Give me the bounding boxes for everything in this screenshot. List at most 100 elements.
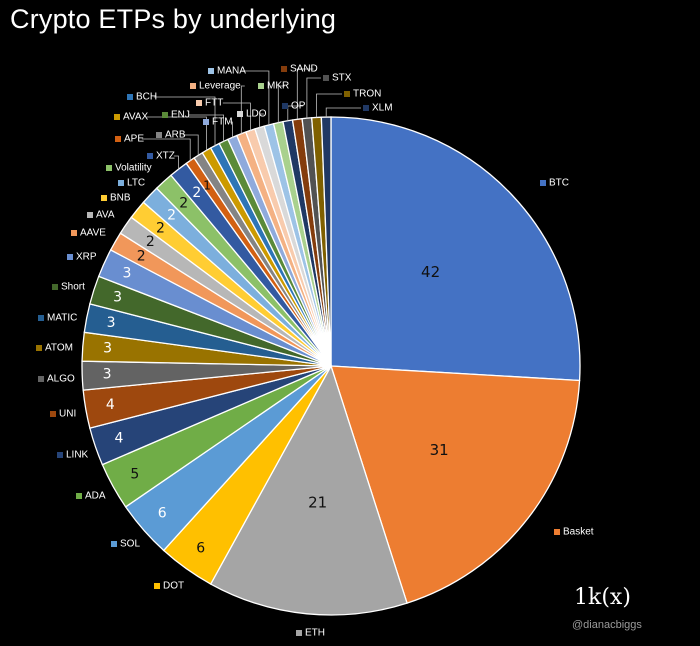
- legend-swatch-dot: [154, 583, 160, 589]
- leader-line-stx: [306, 77, 321, 119]
- author-handle: @dianacbiggs: [572, 619, 642, 631]
- pie-slice-xlm: [320, 116, 332, 367]
- category-label-ftt: FTT: [205, 98, 223, 109]
- category-label-volatility: Volatility: [115, 163, 152, 174]
- value-label-ada: 5: [130, 466, 139, 482]
- legend-swatch-volatility: [106, 165, 112, 171]
- value-label-ava: 2: [146, 234, 155, 250]
- legend-swatch-sol: [111, 541, 117, 547]
- leader-line-arb: [182, 134, 199, 156]
- legend-swatch-algo: [38, 376, 44, 382]
- legend-swatch-atom: [36, 345, 42, 351]
- value-label-xrp: 3: [123, 265, 132, 281]
- leader-line-tron: [316, 93, 342, 118]
- legend-swatch-uni: [50, 411, 56, 417]
- category-label-atom: ATOM: [45, 343, 73, 354]
- category-label-tron: TRON: [353, 89, 381, 100]
- legend-swatch-aave: [71, 230, 77, 236]
- leader-line-ftt: [222, 102, 251, 131]
- legend-swatch-ada: [76, 493, 82, 499]
- brand-logo: 1k(x): [574, 585, 631, 610]
- leader-line-ftm: [229, 121, 233, 138]
- category-label-ldo: LDO: [246, 109, 267, 120]
- value-label-xtz: 2: [192, 185, 201, 201]
- value-label-bnb: 2: [156, 220, 165, 236]
- chart-title: Crypto ETPs by underlying: [10, 4, 337, 34]
- category-label-short: Short: [61, 282, 85, 293]
- category-label-eth: ETH: [305, 628, 325, 639]
- category-label-mkr: MKR: [267, 81, 289, 92]
- pie-slice-basket: [330, 365, 581, 604]
- legend-swatch-xlm: [363, 105, 369, 111]
- value-label-link: 4: [115, 431, 124, 447]
- category-label-uni: UNI: [59, 409, 76, 420]
- legend-swatch-ftm: [203, 119, 209, 125]
- legend-swatch-basket: [554, 529, 560, 535]
- value-label-short: 3: [113, 290, 122, 306]
- category-label-arb: ARB: [165, 130, 186, 141]
- value-label-algo: 3: [103, 367, 112, 383]
- category-label-xrp: XRP: [76, 252, 97, 263]
- leader-line-ape: [141, 138, 191, 161]
- leader-line-ldo: [259, 113, 264, 128]
- legend-swatch-op: [282, 103, 288, 109]
- legend-swatch-matic: [38, 315, 44, 321]
- category-label-avax: AVAX: [123, 112, 149, 123]
- legend-swatch-mana: [208, 68, 214, 74]
- leader-line-bch: [153, 96, 216, 146]
- leader-line-enj: [188, 114, 225, 142]
- legend-swatch-arb: [156, 132, 162, 138]
- leader-line-xtz: [173, 155, 179, 170]
- value-label-eth: 21: [308, 493, 327, 511]
- legend-swatch-leverage: [190, 83, 196, 89]
- legend-swatch-eth: [296, 630, 302, 636]
- legend-swatch-sand: [281, 66, 287, 72]
- category-label-link: LINK: [66, 450, 89, 461]
- value-label-sol: 6: [158, 505, 167, 521]
- legend-swatch-tron: [344, 91, 350, 97]
- legend-swatch-ldo: [237, 111, 243, 117]
- value-label-aave: 2: [137, 248, 146, 264]
- category-label-dot: DOT: [163, 581, 184, 592]
- leader-line-mkr: [277, 85, 285, 123]
- category-label-algo: ALGO: [47, 374, 75, 385]
- category-label-bch: BCH: [136, 92, 157, 103]
- legend-swatch-xrp: [67, 254, 73, 260]
- legend-swatch-bch: [127, 94, 133, 100]
- legend-swatch-bnb: [101, 195, 107, 201]
- value-label-basket: 31: [430, 441, 449, 459]
- value-label-volatility: 2: [179, 196, 188, 212]
- category-label-ape: APE: [124, 134, 144, 145]
- category-label-btc: BTC: [549, 178, 569, 189]
- category-label-xtz: XTZ: [156, 151, 175, 162]
- category-label-ava: AVA: [96, 210, 115, 221]
- category-label-enj: ENJ: [171, 110, 190, 121]
- leader-line-sand: [296, 68, 314, 120]
- legend-swatch-btc: [540, 180, 546, 186]
- category-label-ada: ADA: [85, 491, 106, 502]
- category-label-bnb: BNB: [110, 193, 131, 204]
- pie-slice-eth: [209, 364, 408, 616]
- legend-swatch-short: [52, 284, 58, 290]
- value-label-btc: 42: [421, 263, 440, 281]
- legend-swatch-ltc: [118, 180, 124, 186]
- legend-swatch-link: [57, 452, 63, 458]
- leader-line-leverage: [240, 85, 245, 134]
- value-label-ltc: 2: [167, 208, 176, 224]
- legend-swatch-enj: [162, 112, 168, 118]
- legend-swatch-xtz: [147, 153, 153, 159]
- pie-slice-btc: [330, 116, 581, 382]
- category-label-xlm: XLM: [372, 103, 393, 114]
- legend-swatch-avax: [114, 114, 120, 120]
- category-label-ftm: FTM: [212, 117, 233, 128]
- value-label-atom: 3: [103, 341, 112, 357]
- category-label-sand: SAND: [290, 64, 318, 75]
- value-label-uni: 4: [106, 397, 115, 413]
- value-label-dot: 6: [196, 540, 205, 556]
- legend-swatch-ftt: [196, 100, 202, 106]
- category-label-sol: SOL: [120, 539, 140, 550]
- legend-swatch-mkr: [258, 83, 264, 89]
- value-label-matic: 3: [107, 315, 116, 331]
- legend-swatch-stx: [323, 75, 329, 81]
